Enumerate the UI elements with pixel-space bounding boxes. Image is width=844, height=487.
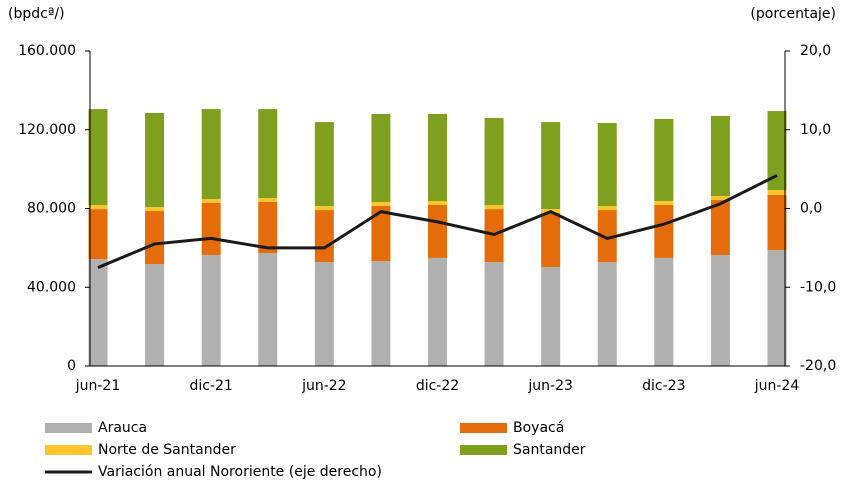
bar-segment	[541, 213, 561, 267]
legend-label: Variación anual Nororiente (eje derecho)	[98, 464, 382, 480]
bar-segment	[484, 117, 504, 206]
y-tick-label: 0	[67, 358, 76, 374]
legend-swatch	[460, 423, 507, 433]
y-tick-label: 80.000	[27, 201, 76, 217]
bar-segment	[258, 198, 278, 203]
bar-segment	[654, 257, 674, 366]
x-tick-label: dic-23	[642, 378, 685, 394]
bar-segment	[654, 204, 674, 258]
bar-segment	[597, 123, 617, 207]
bar-segment	[371, 114, 391, 203]
line-series	[97, 174, 778, 269]
x-tick-label: jun-23	[527, 378, 573, 394]
bar-segment	[88, 205, 108, 210]
bar-segment	[767, 189, 787, 195]
bar-segment	[541, 122, 561, 210]
x-tick-label: jun-22	[301, 378, 347, 394]
x-tick-label: dic-21	[189, 378, 232, 394]
bar-segment	[428, 204, 447, 258]
bar-segment	[767, 250, 787, 366]
bar-segment	[145, 207, 165, 212]
bar-segment	[145, 113, 165, 208]
bar-segment	[88, 109, 108, 206]
y2-tick-label: -10,0	[800, 279, 836, 295]
bar-segment	[597, 210, 617, 263]
bar-segment	[597, 262, 617, 366]
bar-segment	[654, 118, 674, 202]
bar-segment	[710, 254, 730, 366]
bar-segment	[314, 122, 334, 207]
bar-segment	[314, 262, 334, 366]
bar-segment	[145, 264, 165, 366]
y-tick-label: 160.000	[18, 43, 76, 59]
bar-segment	[371, 261, 391, 366]
bar-segment	[428, 257, 447, 366]
bar-segment	[201, 199, 221, 203]
bar-segment	[710, 115, 730, 197]
bar-segment	[258, 202, 278, 253]
bar-segment	[541, 266, 561, 366]
bar-segment	[314, 210, 334, 263]
bar-segment	[654, 201, 674, 205]
x-tick-label: jun-21	[75, 378, 121, 394]
bar-segment	[428, 114, 447, 202]
bar-segment	[314, 206, 334, 211]
bar-segment	[371, 205, 391, 262]
legend-label: Boyacá	[513, 420, 564, 436]
legend-swatch	[460, 445, 507, 455]
bar-segment	[710, 200, 730, 255]
legend-swatch	[45, 445, 92, 455]
bar-segment	[710, 196, 730, 201]
bar-segment	[371, 202, 391, 206]
y2-tick-label: 10,0	[800, 122, 831, 138]
bar-segment	[767, 111, 787, 190]
legend-label: Norte de Santander	[98, 442, 236, 458]
y-tick-label: 120.000	[18, 122, 76, 138]
bar-segment	[201, 254, 221, 366]
bar-segment	[201, 109, 221, 200]
y2-axis-label: (porcentaje)	[750, 6, 836, 22]
legend-swatch	[45, 423, 92, 433]
bar-segment	[201, 202, 221, 255]
bar-segment	[484, 262, 504, 366]
bar-segment	[597, 206, 617, 211]
bar-segment	[88, 209, 108, 260]
y2-tick-label: 0,0	[800, 201, 822, 217]
y-axis-label: (bpdcª/)	[8, 6, 65, 22]
legend-label: Santander	[513, 442, 586, 458]
bar-segment	[767, 194, 787, 251]
x-tick-label: dic-22	[416, 378, 459, 394]
bar-segment	[428, 201, 447, 205]
y2-tick-label: 20,0	[800, 43, 831, 59]
y2-tick-label: -20,0	[800, 358, 836, 374]
y-tick-label: 40.000	[27, 279, 76, 295]
bar-segment	[258, 252, 278, 366]
bar-segment	[484, 205, 504, 210]
bar-segment	[145, 211, 165, 265]
bar-segment	[258, 109, 278, 199]
legend-label: Arauca	[98, 420, 147, 436]
bar-segment	[88, 259, 108, 366]
x-tick-label: jun-24	[754, 378, 800, 394]
